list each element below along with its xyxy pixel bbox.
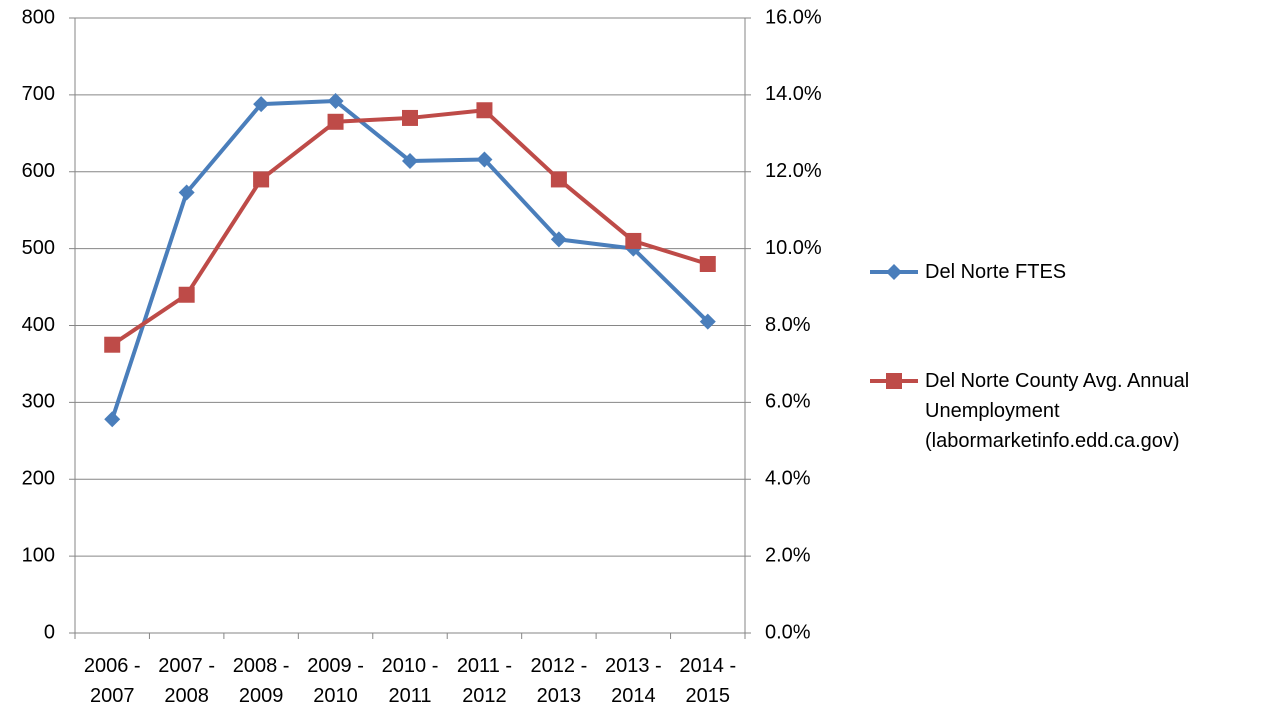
y2-tick-label: 16.0%: [765, 6, 822, 28]
marker: [327, 93, 344, 110]
y-tick-label: 200: [22, 468, 55, 490]
y2-tick-label: 12.0%: [765, 160, 822, 182]
x-tick-label: 2010 - 2011: [381, 655, 439, 707]
y-tick-label: 600: [22, 160, 55, 182]
marker: [625, 232, 642, 249]
y2-tick-label: 14.0%: [765, 83, 822, 105]
x-tick-label: 2011 - 2012: [456, 655, 513, 707]
y2-tick-label: 8.0%: [765, 314, 811, 336]
legend-label: Del Norte County Avg. Annual Unemploymen…: [925, 370, 1190, 452]
marker: [886, 264, 902, 280]
y-tick-label: 500: [22, 237, 55, 259]
marker: [402, 152, 418, 169]
marker: [327, 113, 344, 130]
legend-label: Del Norte FTES: [925, 261, 1067, 283]
series-line: [111, 108, 709, 347]
y2-tick-label: 2.0%: [765, 544, 811, 566]
y-tick-label: 0: [44, 621, 55, 643]
marker: [550, 231, 567, 248]
marker: [476, 102, 493, 119]
marker: [104, 336, 121, 353]
y2-tick-label: 6.0%: [765, 391, 811, 413]
y2-tick-label: 0.0%: [765, 621, 811, 643]
marker: [253, 171, 270, 188]
marker: [886, 373, 902, 389]
marker: [699, 256, 716, 272]
y2-tick-label: 4.0%: [765, 468, 811, 490]
y-tick-label: 100: [22, 544, 55, 566]
x-tick-label: 2014 - 2015: [679, 655, 737, 707]
y-tick-label: 700: [22, 83, 55, 105]
y-tick-label: 800: [22, 6, 55, 28]
series-line: [110, 99, 710, 420]
marker: [550, 171, 567, 188]
marker: [253, 96, 270, 113]
marker: [476, 151, 493, 168]
marker: [178, 184, 195, 201]
y-tick-label: 300: [22, 391, 55, 413]
x-tick-label: 2009 - 2010: [307, 655, 364, 707]
y-tick-label: 400: [22, 314, 55, 336]
marker: [104, 411, 121, 428]
marker: [402, 109, 418, 126]
x-tick-label: 2012 - 2013: [530, 655, 588, 707]
marker: [699, 313, 716, 330]
x-tick-label: 2007 - 2008: [158, 655, 216, 707]
x-tick-label: 2006 - 2007: [83, 655, 141, 707]
marker: [178, 286, 195, 303]
y2-tick-label: 10.0%: [765, 237, 822, 259]
x-tick-label: 2008 - 2009: [232, 655, 290, 707]
x-tick-label: 2013 - 2014: [604, 655, 662, 707]
